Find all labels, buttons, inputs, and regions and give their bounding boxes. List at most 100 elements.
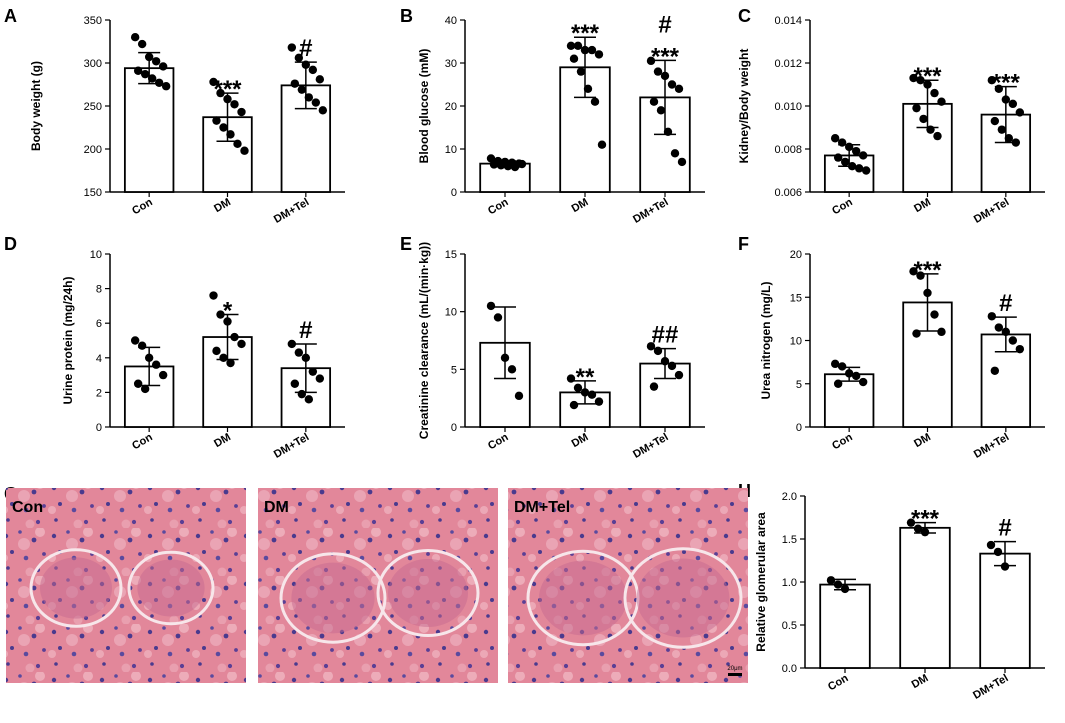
data-point [161,82,171,91]
data-point [847,162,857,171]
data-point [294,53,304,63]
data-point [287,43,297,52]
glomerulus-outline [127,550,215,626]
data-point [923,288,932,298]
data-point [923,80,932,89]
data-point [297,85,307,94]
panel-letter: A [4,6,17,26]
category-label: DM [570,196,591,215]
data-point [913,524,923,533]
micrograph-dm-tel: DM+Tel 20μm [508,488,748,683]
y-tick-label: 0.0 [782,663,797,675]
y-tick-label: 0.012 [774,58,802,70]
data-point [223,317,232,326]
data-point [660,357,670,366]
category-label: DM+Tel [971,672,1010,702]
y-axis-title: Creatinine clearance (mL/(min·kg)) [417,242,431,439]
data-point [1001,327,1011,337]
panel-letter: B [400,6,413,26]
panel-letter: C [738,6,751,26]
data-point [840,157,850,167]
glomerulus-outline [279,552,387,644]
data-point [154,78,164,87]
data-point [844,369,854,378]
bar [899,526,951,669]
data-point [840,584,850,594]
panel-letter: E [400,234,412,254]
data-point [986,540,996,550]
data-point [674,84,684,94]
data-point [844,142,854,152]
category-label: DM+Tel [272,431,311,461]
data-point [1001,95,1011,104]
data-point [833,379,843,388]
data-point [226,130,235,139]
data-point [237,107,246,117]
data-point [209,77,218,87]
glomerulus-tuft [636,558,730,638]
data-point [133,379,143,388]
data-point [858,151,868,160]
data-point [496,161,506,170]
category-label: DM [912,196,933,215]
data-point [507,365,517,374]
significance-mark: ## [652,322,679,349]
y-axis-title: Relative glomerular area [754,512,768,652]
data-point [826,576,836,585]
data-point [230,100,239,109]
data-point [674,370,684,380]
category-label: DM [212,196,233,215]
data-point [1004,134,1014,143]
category-label: Con [486,196,511,217]
chart-panel-d: D 0 2 4 6 8 10 Urine protein (mg/24h) Con DM * DM+T… [4,234,345,461]
data-point [287,339,297,349]
category-label: DM [570,431,591,450]
y-tick-label: 10 [90,249,102,261]
data-point [216,88,225,98]
data-point [500,353,510,362]
data-point [237,339,246,349]
data-point [223,94,232,104]
data-point [209,291,218,300]
significance-mark: ** [576,364,595,391]
data-point [140,384,150,394]
data-point [1000,562,1010,571]
data-point [573,383,583,392]
data-point [297,389,307,399]
data-point [646,56,656,66]
y-tick-label: 10 [445,307,457,319]
data-point [212,346,221,356]
data-point [158,370,168,380]
data-point [656,106,666,115]
data-point [216,310,225,319]
data-point [486,301,496,311]
data-point [851,371,861,381]
data-point [997,125,1007,134]
y-tick-label: 0 [451,187,457,199]
data-point [670,149,680,158]
micrograph-dm: DM [258,488,498,683]
scale-bar [728,673,742,676]
glomerulus-outline [29,548,123,628]
data-point [147,74,157,83]
category-label: Con [830,431,855,452]
data-point [140,69,150,79]
data-point [1015,108,1025,117]
data-point [933,131,942,141]
data-point [233,139,242,149]
y-tick-label: 0.010 [774,101,802,113]
data-point [930,88,939,98]
data-point [909,73,918,83]
data-point [990,366,1000,375]
chart-panel-a: A 150 200 250 300 350 Body weight (g) Con DM *** D… [4,6,345,226]
significance-mark: *** [651,43,680,70]
panel-letter: D [4,234,17,254]
y-tick-label: 15 [790,292,802,304]
significance-mark: *** [911,506,940,533]
data-point [987,312,997,321]
data-point [569,400,579,410]
data-point [301,60,311,69]
data-point [994,323,1004,332]
